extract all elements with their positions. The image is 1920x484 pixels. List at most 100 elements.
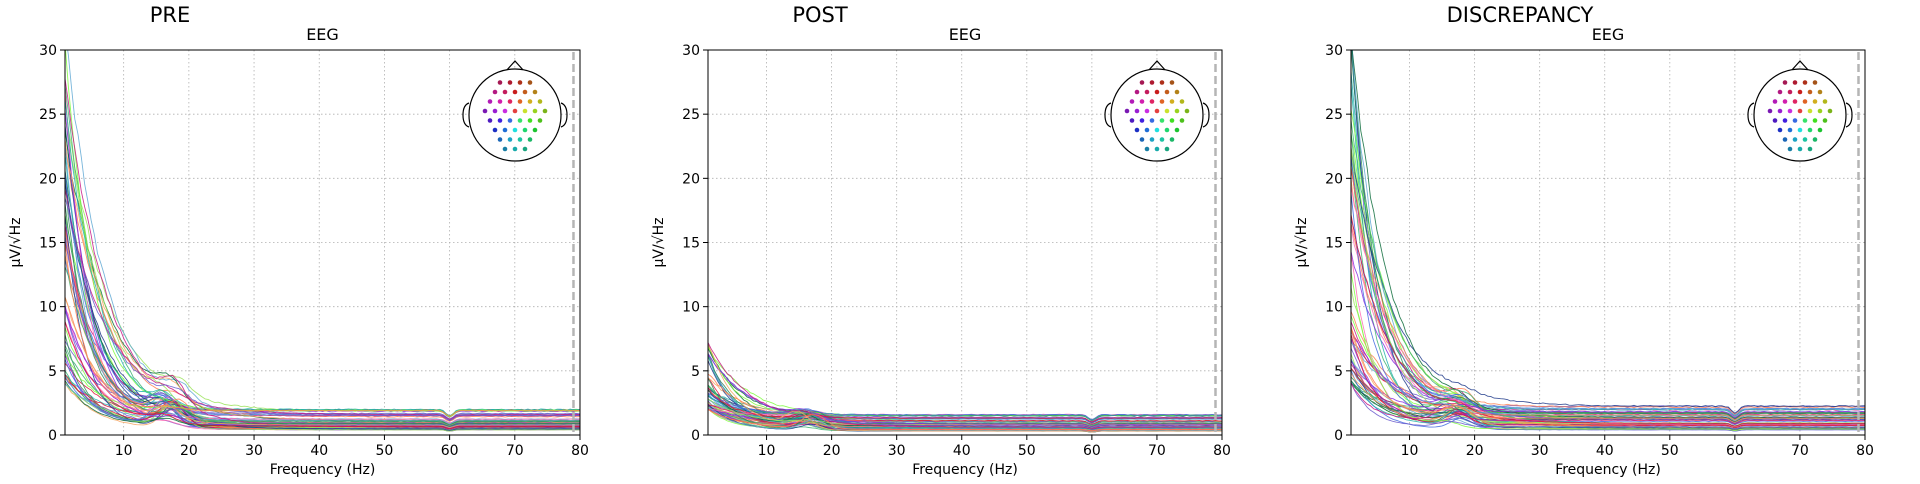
sensor-dot-39 [522, 146, 528, 152]
sensor-dot-3 [527, 80, 533, 85]
head-ear-left [462, 102, 470, 128]
sensor-dot-10 [1782, 99, 1788, 104]
series-line-55 [708, 354, 1222, 428]
panel-title-post: EEG [949, 25, 982, 44]
sensor-dot-18 [1154, 108, 1160, 114]
y-axis-label: µV/√Hz [8, 218, 24, 268]
head-ear-right [560, 102, 568, 128]
x-tick-label-40: 40 [1596, 443, 1614, 459]
series-line-25 [1351, 367, 1865, 429]
sensor-dot-0 [1782, 80, 1788, 85]
y-axis-label: µV/√Hz [651, 218, 667, 268]
series-line-7 [1351, 251, 1865, 427]
y-tick-label-10: 10 [39, 300, 57, 316]
sensor-dot-8 [1817, 89, 1823, 95]
sensor-dot-9 [1129, 99, 1135, 104]
series-line-57 [65, 321, 580, 430]
x-tick-label-50: 50 [1661, 443, 1679, 459]
x-tick-label-10: 10 [758, 443, 776, 459]
sensor-dot-10 [497, 99, 503, 104]
sensor-dot-27 [537, 118, 543, 123]
sensor-dot-4 [492, 89, 498, 95]
y-tick-label-0: 0 [691, 428, 700, 444]
sensor-dot-8 [532, 89, 538, 95]
sensor-dot-16 [1777, 108, 1783, 114]
series-line-46 [1351, 50, 1865, 423]
series-line-59 [65, 297, 580, 429]
sensor-dot-6 [1154, 89, 1160, 95]
suptitle-pre: PRE [150, 3, 191, 27]
sensor-layout-inset [1747, 60, 1853, 162]
y-tick-label-10: 10 [682, 300, 700, 316]
y-tick-label-5: 5 [691, 364, 700, 380]
series-line-14 [65, 170, 580, 428]
series-line-58 [708, 408, 1222, 432]
series-group [65, 50, 580, 432]
series-line-58 [65, 242, 580, 418]
x-tick-label-30: 30 [888, 443, 906, 459]
sensor-dot-38 [512, 146, 518, 152]
series-line-49 [65, 383, 580, 432]
y-tick-label-0: 0 [48, 428, 57, 444]
sensor-dot-11 [1792, 99, 1798, 104]
panel-title-pre: EEG [306, 25, 339, 44]
y-tick-label-5: 5 [48, 364, 57, 380]
sensor-dot-30 [1797, 127, 1803, 133]
head-ear-left [1104, 102, 1112, 128]
series-line-59 [1351, 329, 1865, 421]
sensor-dot-16 [492, 108, 498, 114]
sensor-dot-17 [502, 108, 508, 114]
sensor-dot-24 [507, 118, 513, 123]
sensor-dot-32 [1174, 127, 1180, 133]
sensor-dot-12 [1159, 99, 1165, 104]
series-line-23 [708, 400, 1222, 428]
series-line-50 [1351, 119, 1865, 427]
series-line-26 [1351, 222, 1865, 415]
series-line-42 [1351, 166, 1865, 430]
series-group [708, 342, 1222, 433]
y-tick-label-10: 10 [1325, 300, 1343, 316]
sensor-dot-12 [1802, 99, 1808, 104]
series-line-40 [65, 189, 580, 421]
sensor-dot-33 [1782, 137, 1788, 142]
sensor-dot-24 [1149, 118, 1155, 123]
x-tick-label-30: 30 [1531, 443, 1549, 459]
sensor-dot-2 [1802, 80, 1808, 85]
x-tick-label-50: 50 [376, 443, 394, 459]
sensor-dot-33 [497, 137, 503, 142]
sensor-dot-10 [1139, 99, 1145, 104]
series-line-28 [65, 152, 580, 417]
x-axis-label: Frequency (Hz) [270, 462, 376, 478]
x-tick-label-50: 50 [1018, 443, 1036, 459]
sensor-dot-19 [1164, 108, 1170, 114]
y-axis-label: µV/√Hz [1294, 218, 1310, 268]
series-line-52 [1351, 341, 1865, 422]
sensor-dot-14 [537, 99, 543, 104]
y-tick-label-0: 0 [1334, 428, 1343, 444]
sensor-dot-28 [492, 127, 498, 133]
panel-discrepancy: 10 20 30 40 50 60 70 80 0 5 10 15 20 25 30 EEG Frequency… [1294, 25, 1874, 478]
x-tick-label-40: 40 [953, 443, 971, 459]
series-line-55 [1351, 360, 1865, 419]
sensor-dot-0 [497, 80, 503, 85]
sensor-dot-8 [1174, 89, 1180, 95]
series-line-10 [65, 150, 580, 422]
head-outline [468, 68, 562, 162]
sensor-dot-14 [1179, 99, 1185, 104]
series-line-54 [708, 353, 1222, 429]
sensor-dot-23 [1782, 118, 1788, 123]
sensor-dot-37 [1144, 146, 1150, 152]
sensor-layout-inset [462, 60, 568, 162]
series-line-35 [1351, 50, 1865, 420]
sensor-dot-37 [1787, 146, 1793, 152]
y-tick-label-15: 15 [1325, 236, 1343, 252]
sensor-dot-4 [1777, 89, 1783, 95]
sensor-dot-17 [1144, 108, 1150, 114]
series-line-59 [708, 344, 1222, 433]
series-line-36 [1351, 50, 1865, 416]
sensor-dot-25 [1802, 118, 1808, 123]
sensor-dot-23 [1139, 118, 1145, 123]
series-line-57 [1351, 214, 1865, 427]
sensor-dot-35 [1802, 137, 1808, 142]
sensor-dot-15 [482, 108, 488, 114]
